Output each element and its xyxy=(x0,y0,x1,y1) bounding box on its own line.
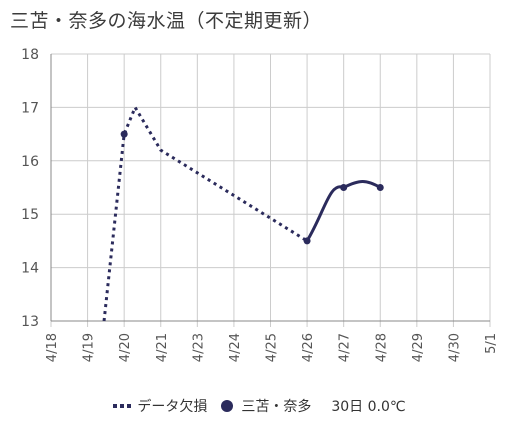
legend-note: 30日 0.0℃ xyxy=(331,399,406,415)
data-point xyxy=(376,184,384,191)
x-tick-label: 4/30 xyxy=(447,333,462,362)
legend-label-series: 三苫・奈多 xyxy=(241,399,312,415)
x-tick-label: 4/20 xyxy=(118,333,133,362)
y-tick-label: 15 xyxy=(21,207,39,223)
tick-labels: 13 14 15 16 17 18 4/18 4/19 4/20 4/21 4/23 4/24 4/25… xyxy=(21,47,499,362)
x-tick-label: 4/27 xyxy=(338,333,353,362)
x-tick-label: 4/26 xyxy=(301,333,316,362)
gridlines xyxy=(50,53,491,327)
x-tick-label: 4/25 xyxy=(265,333,280,362)
data-point xyxy=(340,184,348,191)
axes xyxy=(50,54,490,322)
y-tick-label: 16 xyxy=(21,154,39,170)
data-point xyxy=(303,237,311,245)
x-tick-label: 4/24 xyxy=(228,333,243,362)
chart-title: 三苫・奈多の海水温（不定期更新） xyxy=(10,10,323,32)
x-tick-label: 4/21 xyxy=(155,333,170,362)
x-tick-label: 4/19 xyxy=(82,333,97,362)
dotted-line-icon xyxy=(113,404,132,408)
x-tick-label: 4/29 xyxy=(411,333,426,362)
chart-area: 13 14 15 16 17 18 4/18 4/19 4/20 4/21 4/23 4/24 4/25… xyxy=(21,47,499,362)
chart-legend: データ欠損 三苫・奈多 30日 0.0℃ xyxy=(0,396,519,416)
y-tick-label: 17 xyxy=(21,100,39,116)
x-tick-label: 4/18 xyxy=(45,333,60,362)
data-point xyxy=(120,130,128,138)
legend-label-missing: データ欠損 xyxy=(137,399,208,415)
y-tick-label: 14 xyxy=(21,261,39,277)
circle-marker-icon xyxy=(221,400,234,412)
x-tick-label: 4/23 xyxy=(191,333,206,362)
legend-item-missing[interactable]: データ欠損 xyxy=(113,396,207,416)
missing-data-line xyxy=(102,104,308,322)
legend-item-series[interactable]: 三苫・奈多 xyxy=(207,396,311,416)
y-tick-label: 18 xyxy=(21,47,39,63)
x-tick-label: 4/28 xyxy=(374,333,389,362)
data-points xyxy=(120,130,384,245)
y-tick-label: 13 xyxy=(21,314,39,330)
x-tick-label: 5/1 xyxy=(484,333,499,354)
